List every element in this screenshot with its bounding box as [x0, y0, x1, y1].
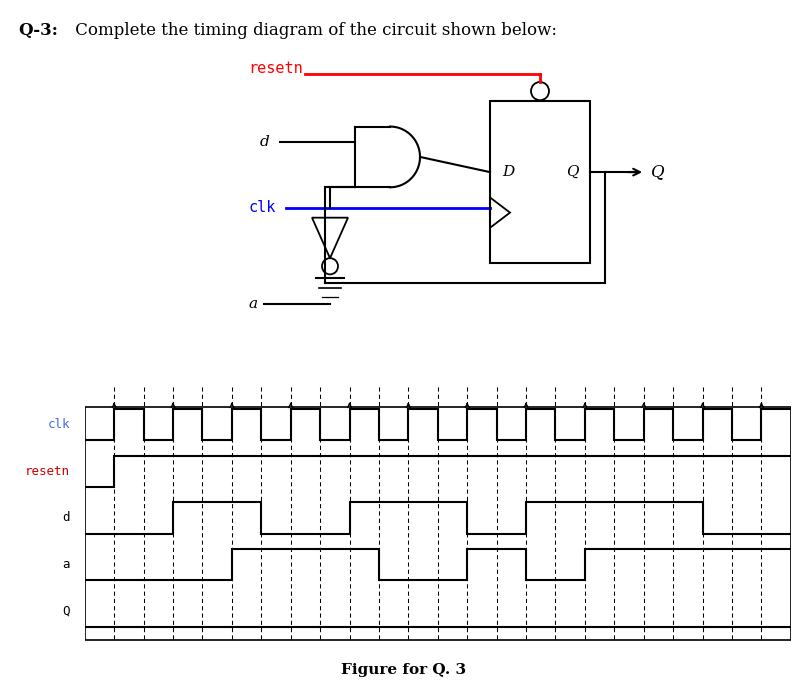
Text: d: d [260, 135, 270, 149]
Text: D: D [502, 165, 514, 179]
Text: clk: clk [248, 200, 275, 215]
Bar [490, 101, 590, 263]
Text: Q-3:: Q-3: [18, 22, 58, 39]
Text: Q: Q [62, 605, 70, 618]
Text: d: d [62, 512, 70, 524]
Text: a: a [248, 297, 257, 311]
Text: clk: clk [48, 418, 70, 431]
Text: resetn: resetn [248, 61, 303, 76]
Text: Q: Q [566, 165, 579, 179]
Text: resetn: resetn [25, 465, 70, 478]
Text: Figure for Q. 3: Figure for Q. 3 [341, 663, 466, 677]
Text: Q: Q [651, 164, 665, 181]
Text: Complete the timing diagram of the circuit shown below:: Complete the timing diagram of the circu… [70, 22, 557, 39]
Text: a: a [62, 558, 70, 571]
